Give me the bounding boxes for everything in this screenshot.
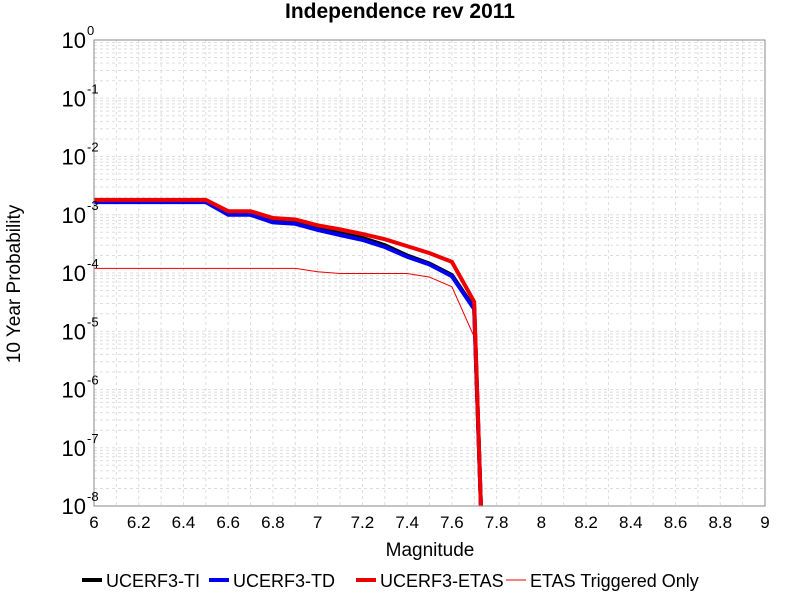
y-tick-exponent: -4 <box>87 256 99 271</box>
y-tick-label: 10 <box>62 494 86 519</box>
x-tick-label: 6.4 <box>172 513 196 532</box>
x-tick-label: 6.6 <box>216 513 240 532</box>
x-tick-label: 7.4 <box>395 513 419 532</box>
y-tick-exponent: -8 <box>87 489 99 504</box>
x-tick-label: 8.4 <box>619 513 643 532</box>
series-line <box>94 267 482 507</box>
x-tick-label: 8.2 <box>574 513 598 532</box>
legend-label: UCERF3-TI <box>106 571 200 591</box>
series-layer <box>94 197 483 507</box>
y-tick-exponent: -5 <box>87 314 99 329</box>
x-tick-label: 8 <box>537 513 546 532</box>
y-tick-exponent: -3 <box>87 198 99 213</box>
x-tick-label: 6 <box>89 513 98 532</box>
y-tick-label: 10 <box>62 436 86 461</box>
y-axis-label: 10 Year Probability <box>4 204 25 363</box>
series-line <box>94 197 483 507</box>
chart-title: Independence rev 2011 <box>285 0 515 23</box>
x-tick-label: 6.8 <box>261 513 285 532</box>
x-axis-label: Magnitude <box>386 540 475 561</box>
y-tick-label: 10 <box>62 28 86 53</box>
x-tick-label: 7 <box>313 513 322 532</box>
legend-label: UCERF3-ETAS <box>380 571 504 591</box>
plot-frame <box>93 39 766 507</box>
y-tick-label: 10 <box>62 378 86 403</box>
legend-label: ETAS Triggered Only <box>530 571 699 591</box>
x-tick-label: 7.6 <box>440 513 464 532</box>
x-tick-labels: 6 6.2 6.4 6.6 6.8 7 7.2 7.4 7.6 7.8 8 8.2 8.4 8.6 8.8 9 <box>89 513 769 532</box>
x-tick-label: 7.8 <box>485 513 509 532</box>
x-tick-label: 8.6 <box>664 513 688 532</box>
y-tick-label: 10 <box>62 261 86 286</box>
x-tick-label: 9 <box>760 513 769 532</box>
legend: UCERF3-TI UCERF3-TD UCERF3-ETAS ETAS Trigge… <box>82 571 699 591</box>
y-tick-label: 10 <box>62 203 86 228</box>
x-tick-label: 8.8 <box>708 513 732 532</box>
y-tick-exponent: -2 <box>87 140 99 155</box>
grid <box>93 40 766 507</box>
x-tick-label: 7.2 <box>351 513 375 532</box>
legend-label: UCERF3-TD <box>233 571 335 591</box>
y-tick-exponent: -7 <box>87 431 99 446</box>
y-tick-label: 10 <box>62 145 86 170</box>
y-tick-exponent: -6 <box>87 373 99 388</box>
y-tick-label: 10 <box>62 86 86 111</box>
x-tick-label: 6.2 <box>127 513 151 532</box>
y-tick-label: 10 <box>62 319 86 344</box>
series-line <box>94 200 483 507</box>
y-tick-exponent: 0 <box>87 23 94 38</box>
y-tick-exponent: -1 <box>87 81 99 96</box>
